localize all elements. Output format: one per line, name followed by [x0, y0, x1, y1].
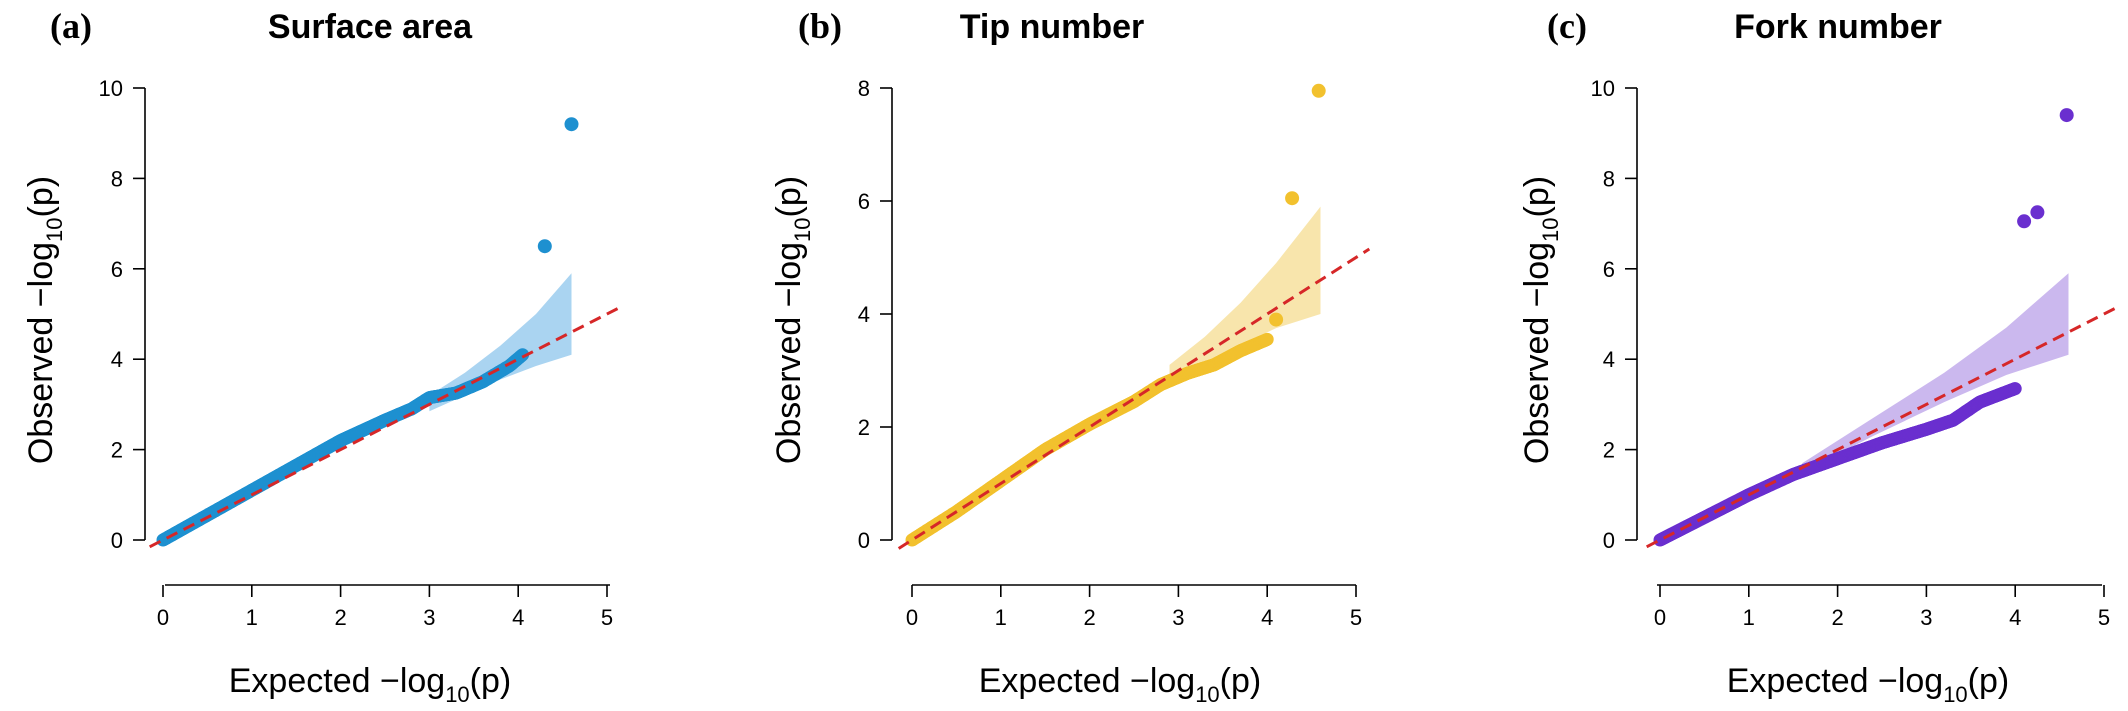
panel-a-reference-line	[148, 305, 622, 549]
panel-b-x-ticks: 0 1 2 3 4 5	[906, 585, 1362, 630]
panel-b-y-title-suffix: (p)	[770, 176, 808, 218]
panel-c-y-tick-label: 10	[1591, 76, 1615, 101]
panel-c-reference-line	[1645, 305, 2119, 549]
panel-a-x-title-prefix: Expected −log	[229, 662, 445, 700]
panel-c-qq-point	[2008, 382, 2022, 396]
panel-b-outlier-point	[1269, 312, 1284, 327]
panel-a-outlier-point	[537, 239, 552, 254]
panel-c-y-tick-label: 0	[1603, 528, 1615, 553]
panel-c-y-tick-label: 2	[1603, 438, 1615, 463]
panel-c-y-title-prefix: Observed −log	[1518, 242, 1556, 464]
panel-c-y-tick-label: 4	[1603, 347, 1615, 372]
panel-c: (c) Fork number 0 1 2 3 4 5 0 2 4 6 8 10 Expected …	[1518, 6, 2119, 707]
panel-b: (b) Tip number 0 1 2 3 4 5 0 2 4 6 8 Expected −lo…	[770, 6, 1371, 707]
panel-b-y-title-sub: 10	[790, 217, 815, 241]
panel-c-x-title-prefix: Expected −log	[1727, 662, 1943, 700]
panel-b-title: Tip number	[960, 8, 1145, 46]
panel-c-title: Fork number	[1734, 8, 1942, 46]
panel-a-qq-point	[516, 348, 530, 362]
panel-b-confidence-band	[1169, 206, 1321, 382]
panel-b-y-tick-label: 6	[858, 189, 870, 214]
panel-c-x-tick-label: 4	[2009, 605, 2021, 630]
panel-c-x-tick-label: 1	[1743, 605, 1755, 630]
panel-a-x-tick-label: 1	[246, 605, 258, 630]
panel-b-reference-line	[897, 247, 1371, 550]
panel-a-x-title-sub: 10	[445, 682, 469, 707]
panel-c-y-title: Observed −log10(p)	[1518, 176, 1563, 464]
panel-b-x-title-suffix: (p)	[1220, 662, 1262, 700]
panel-a-marks	[148, 117, 622, 549]
panel-c-marks	[1645, 108, 2119, 549]
panel-a-x-ticks: 0 1 2 3 4 5	[157, 585, 613, 630]
panel-a-outlier-point	[564, 117, 579, 132]
panel-a-y-tick-label: 2	[111, 438, 123, 463]
panel-a-confidence-band	[429, 273, 572, 412]
panel-b-letter: (b)	[798, 6, 842, 46]
panel-b-y-title: Observed −log10(p)	[770, 176, 815, 464]
panel-b-x-tick-label: 4	[1261, 605, 1273, 630]
panel-b-outlier-point	[1285, 191, 1300, 206]
panel-b-y-tick-label: 2	[858, 415, 870, 440]
panel-a-y-tick-label: 4	[111, 347, 123, 372]
panel-a-y-tick-label: 0	[111, 528, 123, 553]
panel-c-x-title: Expected −log10(p)	[1727, 662, 2009, 707]
panel-b-x-tick-label: 0	[906, 605, 918, 630]
panel-b-x-tick-label: 2	[1083, 605, 1095, 630]
panel-c-y-tick-label: 8	[1603, 166, 1615, 191]
panel-c-x-title-sub: 10	[1943, 682, 1967, 707]
panel-a-x-tick-label: 2	[334, 605, 346, 630]
panel-b-x-title-sub: 10	[1195, 682, 1219, 707]
panel-c-outlier-point	[2030, 205, 2045, 220]
panel-a-y-tick-label: 6	[111, 257, 123, 282]
panel-c-x-ticks: 0 1 2 3 4 5	[1654, 585, 2110, 630]
panel-a-x-tick-label: 3	[423, 605, 435, 630]
panel-a-y-ticks: 0 2 4 6 8 10	[99, 76, 145, 553]
panel-a-y-tick-label: 10	[99, 76, 123, 101]
panel-c-outlier-point	[2017, 214, 2032, 229]
panel-c-letter: (c)	[1547, 6, 1587, 46]
panel-b-marks	[897, 83, 1371, 550]
panel-b-y-tick-label: 0	[858, 528, 870, 553]
panel-c-confidence-band	[1802, 273, 2069, 473]
panel-b-x-title-prefix: Expected −log	[979, 662, 1195, 700]
panel-c-qq-points	[1653, 382, 2022, 547]
panel-c-y-tick-label: 6	[1603, 257, 1615, 282]
panel-c-y-ticks: 0 2 4 6 8 10	[1591, 76, 1637, 553]
panel-a-x-tick-label: 0	[157, 605, 169, 630]
panel-b-y-tick-label: 8	[858, 76, 870, 101]
panel-a-x-title-suffix: (p)	[470, 662, 512, 700]
panel-a-y-title-suffix: (p)	[22, 176, 60, 218]
panel-b-qq-points	[905, 332, 1274, 547]
panel-a-y-title-prefix: Observed −log	[22, 242, 60, 464]
panel-c-x-tick-label: 5	[2098, 605, 2110, 630]
panel-c-x-title-suffix: (p)	[1968, 662, 2010, 700]
panel-c-x-tick-label: 0	[1654, 605, 1666, 630]
panel-c-x-tick-label: 3	[1920, 605, 1932, 630]
panel-b-x-title: Expected −log10(p)	[979, 662, 1261, 707]
panel-c-outlier-point	[2059, 108, 2074, 123]
panel-a-y-title-sub: 10	[42, 217, 67, 241]
panel-a-title: Surface area	[268, 8, 473, 46]
panel-a: (a) Surface area 0 1 2 3 4 5 0 2 4 6 8 10 Expected…	[22, 6, 622, 707]
panel-a-x-tick-label: 5	[601, 605, 613, 630]
panel-c-y-title-suffix: (p)	[1518, 176, 1556, 218]
panel-b-outlier-point	[1311, 83, 1326, 98]
panel-c-x-tick-label: 2	[1831, 605, 1843, 630]
panel-b-x-tick-label: 1	[995, 605, 1007, 630]
panel-b-x-tick-label: 5	[1350, 605, 1362, 630]
panel-a-letter: (a)	[50, 6, 92, 46]
panel-c-y-title-sub: 10	[1538, 217, 1563, 241]
panel-b-y-tick-label: 4	[858, 302, 870, 327]
panel-b-x-tick-label: 3	[1172, 605, 1184, 630]
panel-b-qq-point	[1260, 332, 1274, 346]
panel-a-y-title: Observed −log10(p)	[22, 176, 67, 464]
panel-b-y-ticks: 0 2 4 6 8	[858, 76, 892, 553]
panel-a-x-title: Expected −log10(p)	[229, 662, 511, 707]
panel-b-y-title-prefix: Observed −log	[770, 242, 808, 464]
panel-a-y-tick-label: 8	[111, 166, 123, 191]
panel-a-qq-points	[156, 348, 530, 547]
panel-a-x-tick-label: 4	[512, 605, 524, 630]
